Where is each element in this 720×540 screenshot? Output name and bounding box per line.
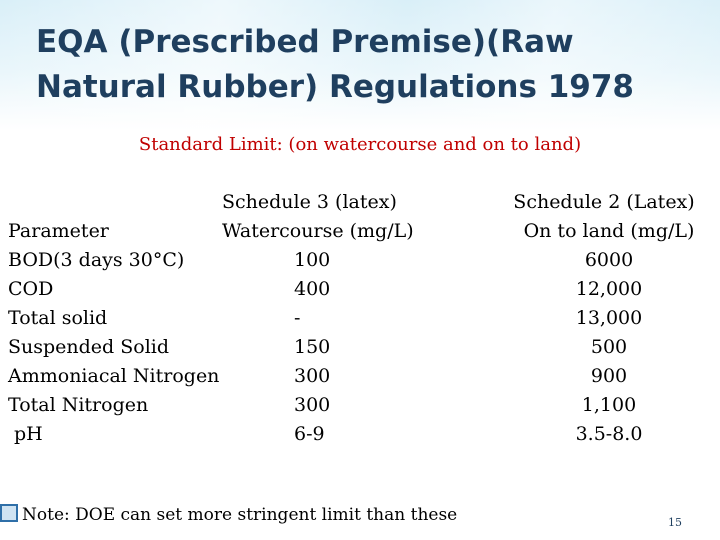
note-line: Note: DOE can set more stringent limit t…: [0, 504, 457, 525]
parameter-cell: COD: [8, 278, 54, 300]
schedule3-header-line1: Schedule 3 (latex): [222, 191, 397, 213]
schedule2-cell: 3.5-8.0: [575, 423, 643, 445]
parameter-cell: pH: [14, 423, 43, 445]
parameter-cell: BOD(3 days 30°C): [8, 249, 185, 271]
schedule2-cell: 1,100: [581, 394, 637, 416]
slide-subtitle: Standard Limit: (on watercourse and on t…: [138, 134, 582, 155]
header-light-streak: [0, 0, 720, 130]
schedule2-header-line1: Schedule 2 (Latex): [513, 191, 695, 213]
schedule3-cell: 150: [294, 336, 331, 358]
note-text: Note: DOE can set more stringent limit t…: [22, 505, 458, 525]
schedule2-cell: 500: [590, 336, 628, 358]
schedule3-cell: -: [294, 307, 301, 329]
schedule3-cell: 100: [294, 249, 331, 271]
parameter-header-spacer: [8, 188, 219, 217]
parameter-header: Parameter: [8, 220, 109, 242]
schedule2-header-line2: On to land (mg/L): [523, 220, 695, 242]
parameter-column: Parameter BOD(3 days 30°C) COD Total sol…: [8, 188, 219, 449]
slide-title: EQA (Prescribed Premise)(Raw Natural Rub…: [36, 24, 635, 105]
schedule3-cell: 400: [294, 278, 331, 300]
schedule3-cell: 6-9: [294, 423, 325, 445]
schedule3-cell: 300: [294, 394, 331, 416]
schedule3-header-line2: Watercourse (mg/L): [222, 220, 414, 242]
schedule3-column: Schedule 3 (latex) Watercourse (mg/L) 10…: [222, 188, 414, 449]
parameter-cell: Suspended Solid: [8, 336, 170, 358]
schedule2-cell: 13,000: [575, 307, 643, 329]
schedule2-column: Schedule 2 (Latex) On to land (mg/L) 600…: [488, 188, 720, 449]
parameter-cell: Ammoniacal Nitrogen: [8, 365, 220, 387]
schedule2-cell: 6000: [584, 249, 634, 271]
parameter-cell: Total solid: [8, 307, 108, 329]
page-number: 15: [668, 516, 682, 529]
parameter-cell: Total Nitrogen: [8, 394, 149, 416]
checkbox-bullet-icon: [0, 504, 18, 522]
schedule2-cell: 900: [590, 365, 628, 387]
schedule3-cell: 300: [294, 365, 331, 387]
schedule2-cell: 12,000: [575, 278, 643, 300]
